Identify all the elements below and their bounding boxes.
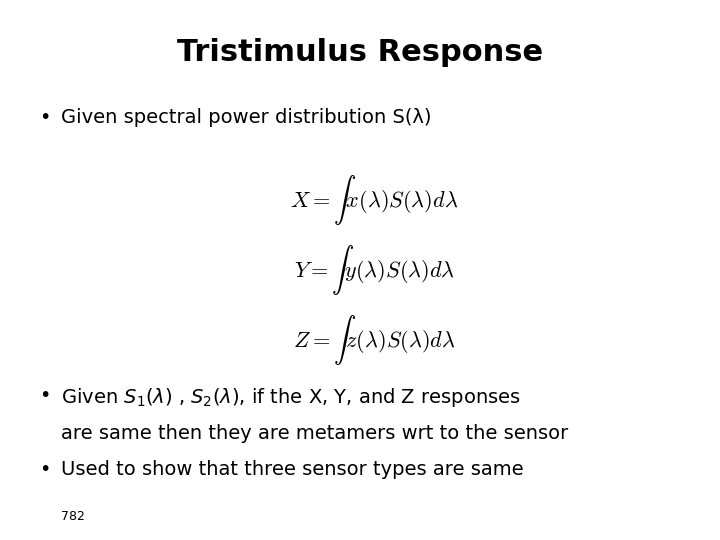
Text: 782: 782 bbox=[61, 510, 85, 523]
Text: •: • bbox=[40, 108, 51, 127]
Text: Used to show that three sensor types are same: Used to show that three sensor types are… bbox=[61, 460, 524, 479]
Text: Given spectral power distribution S(λ): Given spectral power distribution S(λ) bbox=[61, 108, 432, 127]
Text: •: • bbox=[40, 460, 51, 479]
Text: $Y = \int y(\lambda)S(\lambda)d\lambda$: $Y = \int y(\lambda)S(\lambda)d\lambda$ bbox=[294, 243, 455, 297]
Text: •: • bbox=[40, 386, 51, 405]
Text: Given $S_1(\lambda)$ , $S_2(\lambda)$, if the X, Y, and Z responses: Given $S_1(\lambda)$ , $S_2(\lambda)$, i… bbox=[61, 386, 521, 409]
Text: $Z = \int z(\lambda)S(\lambda)d\lambda$: $Z = \int z(\lambda)S(\lambda)d\lambda$ bbox=[293, 313, 456, 367]
Text: Tristimulus Response: Tristimulus Response bbox=[177, 38, 543, 67]
Text: are same then they are metamers wrt to the sensor: are same then they are metamers wrt to t… bbox=[61, 424, 569, 443]
Text: $X = \int x(\lambda)S(\lambda)d\lambda$: $X = \int x(\lambda)S(\lambda)d\lambda$ bbox=[290, 173, 459, 227]
